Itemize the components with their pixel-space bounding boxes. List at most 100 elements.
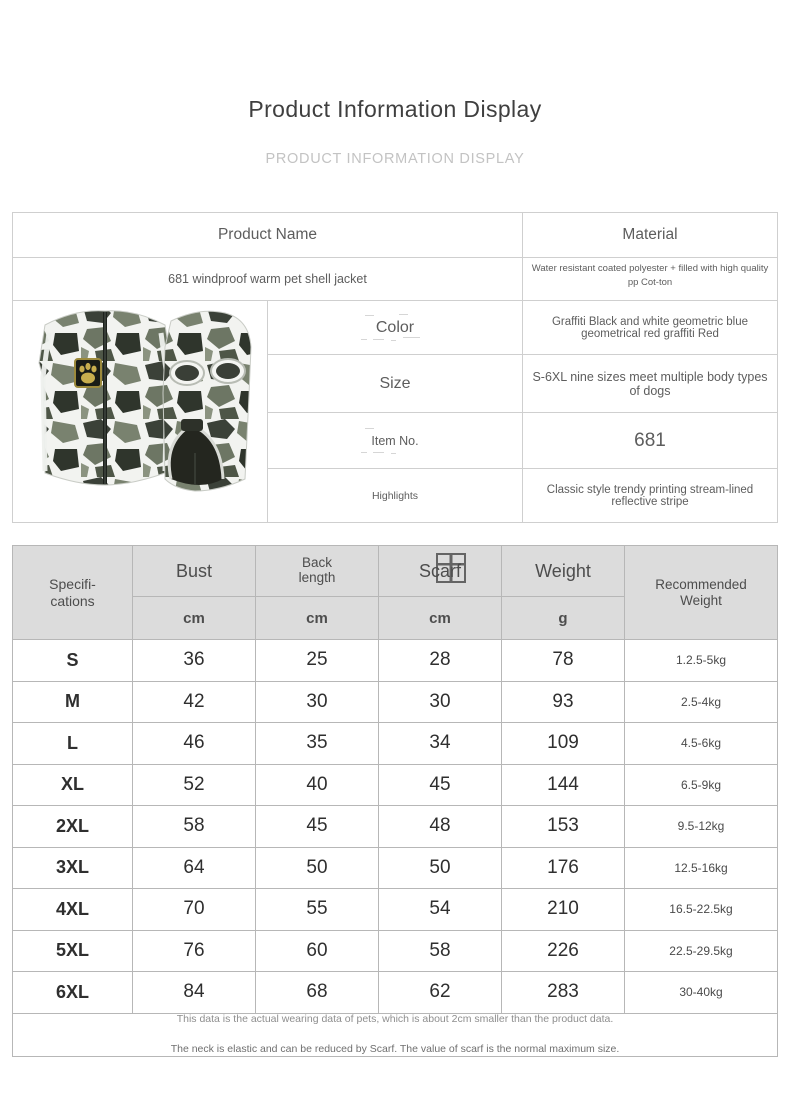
cell-back-length: 68 [255,971,379,1014]
unit-back-length: cm [255,596,379,640]
back-length-line-2: length [298,570,336,585]
row-label-item-no: Item No. [267,412,523,469]
column-header-specifications: Specifi- cations [12,545,133,640]
cell-weight: 176 [501,846,625,889]
recommended-line-2: Weight [680,592,722,608]
table-row: Item No. 681 [13,412,778,469]
cell-recommended: 1.2.5-5kg [624,639,778,682]
table-row: L 46 35 34 109 4.5-6kg [12,722,778,765]
table-row: M 42 30 30 93 2.5-4kg [12,680,778,723]
cell-back-length: 45 [255,805,379,848]
cell-weight: 153 [501,805,625,848]
paw-icon [79,362,97,383]
table-row: 3XL 64 50 50 176 12.5-16kg [12,846,778,889]
cell-scarf: 54 [378,888,502,931]
size-notes: This data is the actual wearing data of … [12,1012,778,1057]
material-text: Water resistant coated polyester + fille… [531,262,769,288]
table-row: S 36 25 28 78 1.2.5-5kg [12,639,778,682]
cell-size: 5XL [12,929,133,972]
cell-size: 3XL [12,846,133,889]
cell-bust: 52 [132,763,256,806]
note-line-2: The neck is elastic and can be reduced b… [170,1043,620,1056]
cell-weight: 226 [501,929,625,972]
size-units-row: cm cm cm g [13,596,778,640]
column-header-back-length: Back length [255,545,379,597]
spec-line-2: cations [50,592,95,609]
table-row: Color Graffiti Black and white geometric… [12,300,778,523]
cell-bust: 42 [132,680,256,723]
cell-back-length: 30 [255,680,379,723]
cell-bust: 36 [132,639,256,682]
scarf-label-wrapper: Scarf [418,552,466,583]
column-header-product-name: Product Name [12,212,523,258]
cell-scarf: 30 [378,680,502,723]
table-row: 2XL 58 45 48 153 9.5-12kg [12,805,778,848]
page-title: Product Information Display [248,96,542,122]
row-label-text: Highlights [371,489,419,502]
cell-bust: 46 [132,722,256,765]
column-header-weight: Weight [501,545,625,597]
product-info-table: Product Name Material 681 windproof warm… [12,212,778,523]
product-image-cell [12,300,268,523]
product-name-value: 681 windproof warm pet shell jacket [12,257,523,301]
size-header-row: Specifi- cations Bust Back length Scarf … [12,545,778,640]
column-header-bust: Bust [132,545,256,597]
cell-bust: 64 [132,846,256,889]
cell-size: M [12,680,133,723]
cell-size: 4XL [12,888,133,931]
cell-recommended: 22.5-29.5kg [624,929,778,972]
jacket-back-view [162,310,252,492]
cell-size: 2XL [12,805,133,848]
cell-back-length: 40 [255,763,379,806]
info-value-row: 681 windproof warm pet shell jacket Wate… [12,257,778,301]
cell-back-length: 55 [255,888,379,931]
table-row: Highlights Classic style trendy printing… [13,468,778,523]
cell-back-length: 50 [255,846,379,889]
cell-scarf: 28 [378,639,502,682]
cell-weight: 283 [501,971,625,1014]
row-value-size: S-6XL nine sizes meet multiple body type… [522,354,778,413]
cell-recommended: 12.5-16kg [624,846,778,889]
cell-scarf: 45 [378,763,502,806]
row-label-text: Size [379,374,411,392]
cell-recommended: 9.5-12kg [624,805,778,848]
page-header: Product Information Display PRODUCT INFO… [0,0,790,167]
row-label-color: Color [267,300,523,355]
cell-weight: 93 [501,680,625,723]
cell-bust: 76 [132,929,256,972]
cell-scarf: 34 [378,722,502,765]
cell-recommended: 4.5-6kg [624,722,778,765]
cell-recommended: 2.5-4kg [624,680,778,723]
column-header-scarf: Scarf [378,545,502,597]
column-header-material: Material [522,212,778,258]
material-value: Water resistant coated polyester + fille… [522,257,778,301]
cell-size: XL [12,763,133,806]
table-row: 5XL 76 60 58 226 22.5-29.5kg [12,929,778,972]
table-row: XL 52 40 45 144 6.5-9kg [12,763,778,806]
unit-bust: cm [132,596,256,640]
table-row: 4XL 70 55 54 210 16.5-22.5kg [12,888,778,931]
cell-back-length: 35 [255,722,379,765]
recommended-line-1: Recommended [655,576,747,592]
cell-scarf: 62 [378,971,502,1014]
back-length-line-1: Back [301,555,332,571]
scarf-label-text: Scarf [418,560,461,581]
table-row: Size S-6XL nine sizes meet multiple body… [13,354,778,413]
cell-bust: 58 [132,805,256,848]
row-value-color: Graffiti Black and white geometric blue … [522,300,778,355]
size-notes-row: This data is the actual wearing data of … [12,1012,778,1057]
cell-weight: 78 [501,639,625,682]
cell-scarf: 50 [378,846,502,889]
cell-scarf: 58 [378,929,502,972]
row-label-text: Item No. [371,433,419,448]
cell-back-length: 25 [255,639,379,682]
cell-scarf: 48 [378,805,502,848]
table-row: 6XL 84 68 62 283 30-40kg [12,971,778,1014]
cell-size: L [12,722,133,765]
row-label-text: Color [375,318,415,336]
product-image [19,302,253,521]
cell-weight: 144 [501,763,625,806]
cell-recommended: 30-40kg [624,971,778,1014]
cell-weight: 210 [501,888,625,931]
material-ghost-line [529,289,771,296]
